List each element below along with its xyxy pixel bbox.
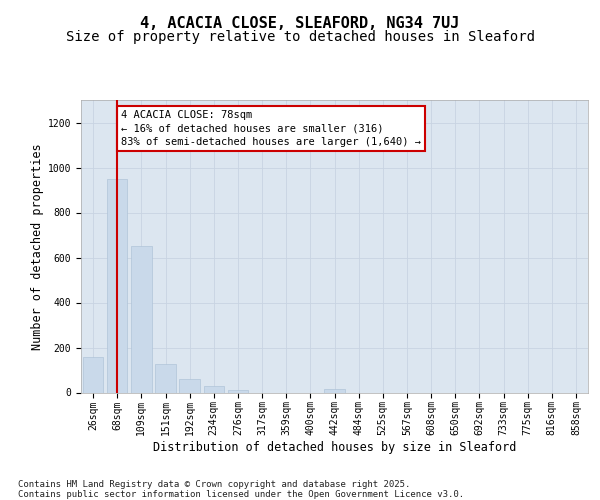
Bar (227, 390, 248, 392)
Y-axis label: Number of detached properties: Number of detached properties (31, 143, 44, 350)
X-axis label: Distribution of detached houses by size in Sleaford: Distribution of detached houses by size … (153, 441, 516, 454)
Bar (203, 386, 224, 392)
Bar (155, 364, 176, 392)
Bar (83, 356, 103, 392)
Bar (131, 246, 152, 392)
Bar (324, 389, 345, 392)
Text: Size of property relative to detached houses in Sleaford: Size of property relative to detached ho… (65, 30, 535, 44)
Text: Contains HM Land Registry data © Crown copyright and database right 2025.
Contai: Contains HM Land Registry data © Crown c… (18, 480, 464, 499)
Text: 4 ACACIA CLOSE: 78sqm
← 16% of detached houses are smaller (316)
83% of semi-det: 4 ACACIA CLOSE: 78sqm ← 16% of detached … (121, 110, 421, 146)
Bar (179, 379, 200, 392)
Bar (107, 179, 127, 392)
Text: 4, ACACIA CLOSE, SLEAFORD, NG34 7UJ: 4, ACACIA CLOSE, SLEAFORD, NG34 7UJ (140, 16, 460, 31)
